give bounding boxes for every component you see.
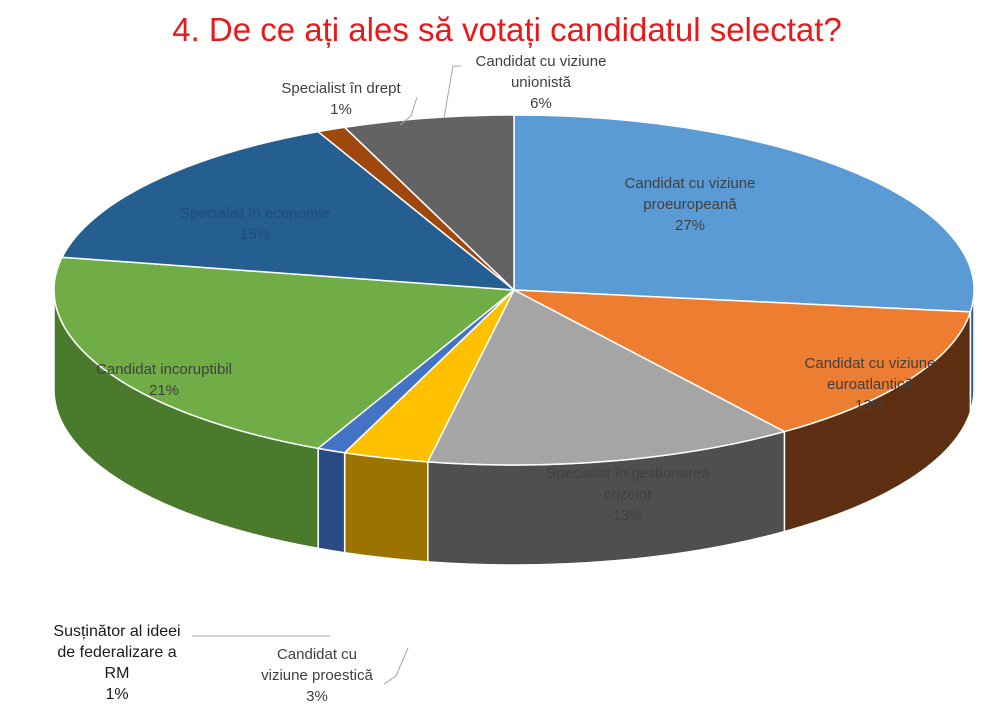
slice-label-text: Candidat incoruptibil	[96, 361, 232, 378]
pie-slices	[53, 114, 975, 466]
slice-label-7: Specialist în drept 1%	[281, 80, 401, 118]
leader-line-3	[383, 647, 409, 685]
slice-label-8: Candidat cu viziune unionistă 6%	[476, 53, 607, 112]
slice-label-3: Candidat cu viziune proestică 3%	[261, 646, 373, 705]
slice-side-4	[317, 447, 346, 554]
pie-slice-8	[343, 114, 515, 291]
slice-label-text: viziune proestică	[261, 667, 373, 684]
slice-label-text: RM	[105, 665, 130, 682]
slice-label-1: Candidat cu viziune euroatlantică 13%	[805, 355, 936, 414]
slice-label-text: Specialist în drept	[281, 80, 401, 97]
slice-value-label: 1%	[330, 101, 352, 118]
slice-value-label: 21%	[149, 382, 179, 399]
slice-label-0: Candidat cu viziune proeuropeană 27%	[625, 175, 756, 234]
label-leader-lines	[192, 65, 461, 685]
slice-labels: Candidat cu viziuneproeuropeană27%Candid…	[53, 53, 935, 705]
leader-line-7	[399, 96, 418, 126]
slice-label-text: proeuropeană	[643, 196, 737, 213]
slice-label-5: Candidat incoruptibil 21%	[96, 361, 232, 399]
chart-title: 4. De ce ați ales să votați candidatul s…	[172, 11, 842, 48]
slice-label-text: crizelor	[604, 486, 652, 503]
slice-value-label: 13%	[613, 507, 643, 524]
slice-label-text: euroatlantică	[827, 376, 914, 393]
leader-line-8	[443, 65, 461, 119]
pie-slice-2	[427, 289, 786, 466]
slice-label-text: de federalizare a	[57, 644, 176, 661]
slice-value-label: 3%	[306, 688, 328, 705]
slice-label-text: Candidat cu viziune	[805, 355, 936, 372]
slice-value-label: 6%	[530, 95, 552, 112]
pie-slice-6	[61, 130, 515, 291]
pie-slice-5	[53, 256, 515, 450]
slice-label-text: Specialist în gestionarea	[546, 465, 710, 482]
slice-side-3	[343, 451, 429, 563]
slice-value-label: 27%	[675, 217, 705, 234]
pie-slice-0	[513, 114, 975, 313]
slice-label-text: Specialist în economie	[180, 205, 330, 222]
slice-label-text: Susținător al ideei	[53, 623, 180, 640]
slice-label-text: unionistă	[511, 74, 572, 91]
slice-label-text: Candidat cu viziune	[476, 53, 607, 70]
slice-value-label: 1%	[105, 686, 128, 703]
slice-label-2: Specialist în gestionarea crizelor 13%	[546, 465, 710, 524]
pie-slice-1	[513, 289, 972, 433]
slice-label-4: Susținător al ideei de federalizare a RM 1%	[53, 623, 180, 703]
slice-value-label: 13%	[855, 397, 885, 414]
slice-label-6: Specialist în economie 15%	[180, 205, 330, 243]
slice-label-text: Candidat cu viziune	[625, 175, 756, 192]
pie-sides	[53, 289, 975, 566]
slice-label-text: Candidat cu	[277, 646, 357, 663]
slice-value-label: 15%	[240, 226, 270, 243]
